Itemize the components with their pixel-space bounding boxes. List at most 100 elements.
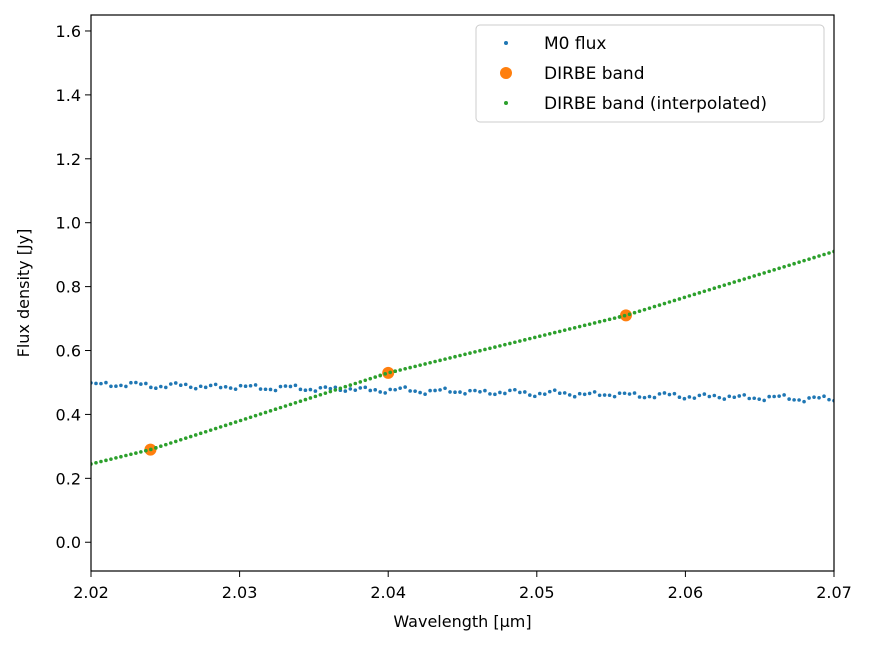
- y-tick-label: 0.4: [56, 405, 81, 424]
- legend-frame: [475, 24, 825, 123]
- data-point: [493, 345, 497, 349]
- data-point: [468, 351, 472, 355]
- data-point: [562, 328, 567, 332]
- data-point: [592, 390, 597, 394]
- data-point: [273, 407, 278, 412]
- data-point: [213, 426, 218, 431]
- data-point: [762, 271, 766, 275]
- data-point: [478, 389, 482, 394]
- data-point: [627, 312, 632, 317]
- data-point: [433, 359, 437, 364]
- data-point: [647, 394, 652, 399]
- data-point: [652, 304, 657, 309]
- data-point: [263, 410, 268, 415]
- data-point: [617, 391, 622, 395]
- data-point: [822, 252, 826, 257]
- x-tick-label: 2.05: [519, 583, 555, 602]
- data-point: [822, 394, 826, 398]
- data-point: [453, 354, 457, 359]
- data-point: [273, 388, 278, 393]
- data-point: [602, 393, 607, 397]
- data-point: [443, 386, 447, 391]
- data-point: [423, 392, 427, 396]
- data-point: [458, 390, 462, 394]
- data-point: [478, 348, 482, 353]
- data-point: [607, 317, 612, 322]
- data-point: [258, 387, 263, 391]
- data-point: [777, 394, 781, 398]
- data-point: [198, 431, 203, 436]
- y-tick-label: 0.8: [56, 278, 81, 297]
- series-2-overlay: [144, 312, 632, 453]
- data-point: [163, 442, 168, 447]
- data-point: [318, 392, 323, 397]
- data-point: [712, 286, 717, 291]
- data-point: [667, 392, 672, 397]
- data-point: [692, 396, 697, 400]
- data-point: [104, 458, 108, 463]
- data-point: [383, 391, 388, 395]
- data-point: [318, 385, 323, 390]
- data-point: [438, 388, 442, 392]
- data-point: [473, 388, 477, 393]
- data-point: [747, 396, 752, 401]
- data-point: [398, 386, 402, 390]
- data-point: [587, 322, 592, 326]
- data-point: [642, 307, 647, 312]
- data-point: [817, 254, 821, 258]
- data-point: [717, 284, 722, 289]
- data-point: [173, 381, 178, 385]
- data-point: [652, 395, 657, 400]
- data-point: [792, 261, 796, 266]
- data-point: [712, 393, 717, 398]
- data-point: [159, 384, 163, 389]
- data-point: [248, 415, 253, 420]
- data-point: [742, 277, 747, 281]
- data-point: [742, 393, 747, 397]
- data-point: [233, 420, 238, 424]
- series-layer: [91, 249, 834, 466]
- data-point: [622, 313, 627, 318]
- data-point: [792, 398, 796, 402]
- data-point: [557, 391, 562, 396]
- legend-label-dirbe-band: DIRBE band: [544, 64, 645, 84]
- data-point: [328, 386, 333, 391]
- legend-label-dirbe-band-interpolated: DIRBE band (interpolated): [544, 94, 767, 114]
- data-point: [308, 387, 313, 392]
- data-point: [498, 344, 502, 348]
- data-point: [144, 381, 148, 386]
- y-tick-label: 0.6: [56, 342, 81, 361]
- data-point: [807, 396, 811, 400]
- data-point: [647, 306, 652, 310]
- data-point: [627, 392, 632, 396]
- data-point: [752, 274, 757, 278]
- data-point: [323, 385, 328, 389]
- legend-marker-dirbe-band: [500, 67, 512, 79]
- data-point: [228, 421, 233, 426]
- data-point: [582, 323, 587, 328]
- data-point: [682, 396, 687, 401]
- data-point: [109, 384, 113, 389]
- data-point: [298, 387, 303, 392]
- data-point: [313, 394, 318, 399]
- data-point: [278, 384, 283, 389]
- data-point: [547, 332, 552, 336]
- x-tick-label: 2.02: [73, 583, 109, 602]
- data-point: [328, 389, 333, 394]
- data-point: [99, 459, 103, 464]
- data-point: [767, 394, 771, 399]
- data-point: [523, 390, 527, 394]
- data-point: [817, 395, 821, 400]
- data-point: [119, 454, 123, 459]
- data-point: [363, 378, 368, 383]
- y-tick-label: 1.4: [56, 86, 81, 105]
- data-point: [702, 289, 707, 294]
- x-tick-label: 2.03: [222, 583, 258, 602]
- data-point: [602, 318, 607, 323]
- data-point: [637, 395, 642, 399]
- legend-label-m0-flux: M0 flux: [544, 34, 606, 54]
- data-point: [662, 301, 667, 306]
- data-point: [363, 385, 368, 390]
- data-point: [612, 316, 617, 320]
